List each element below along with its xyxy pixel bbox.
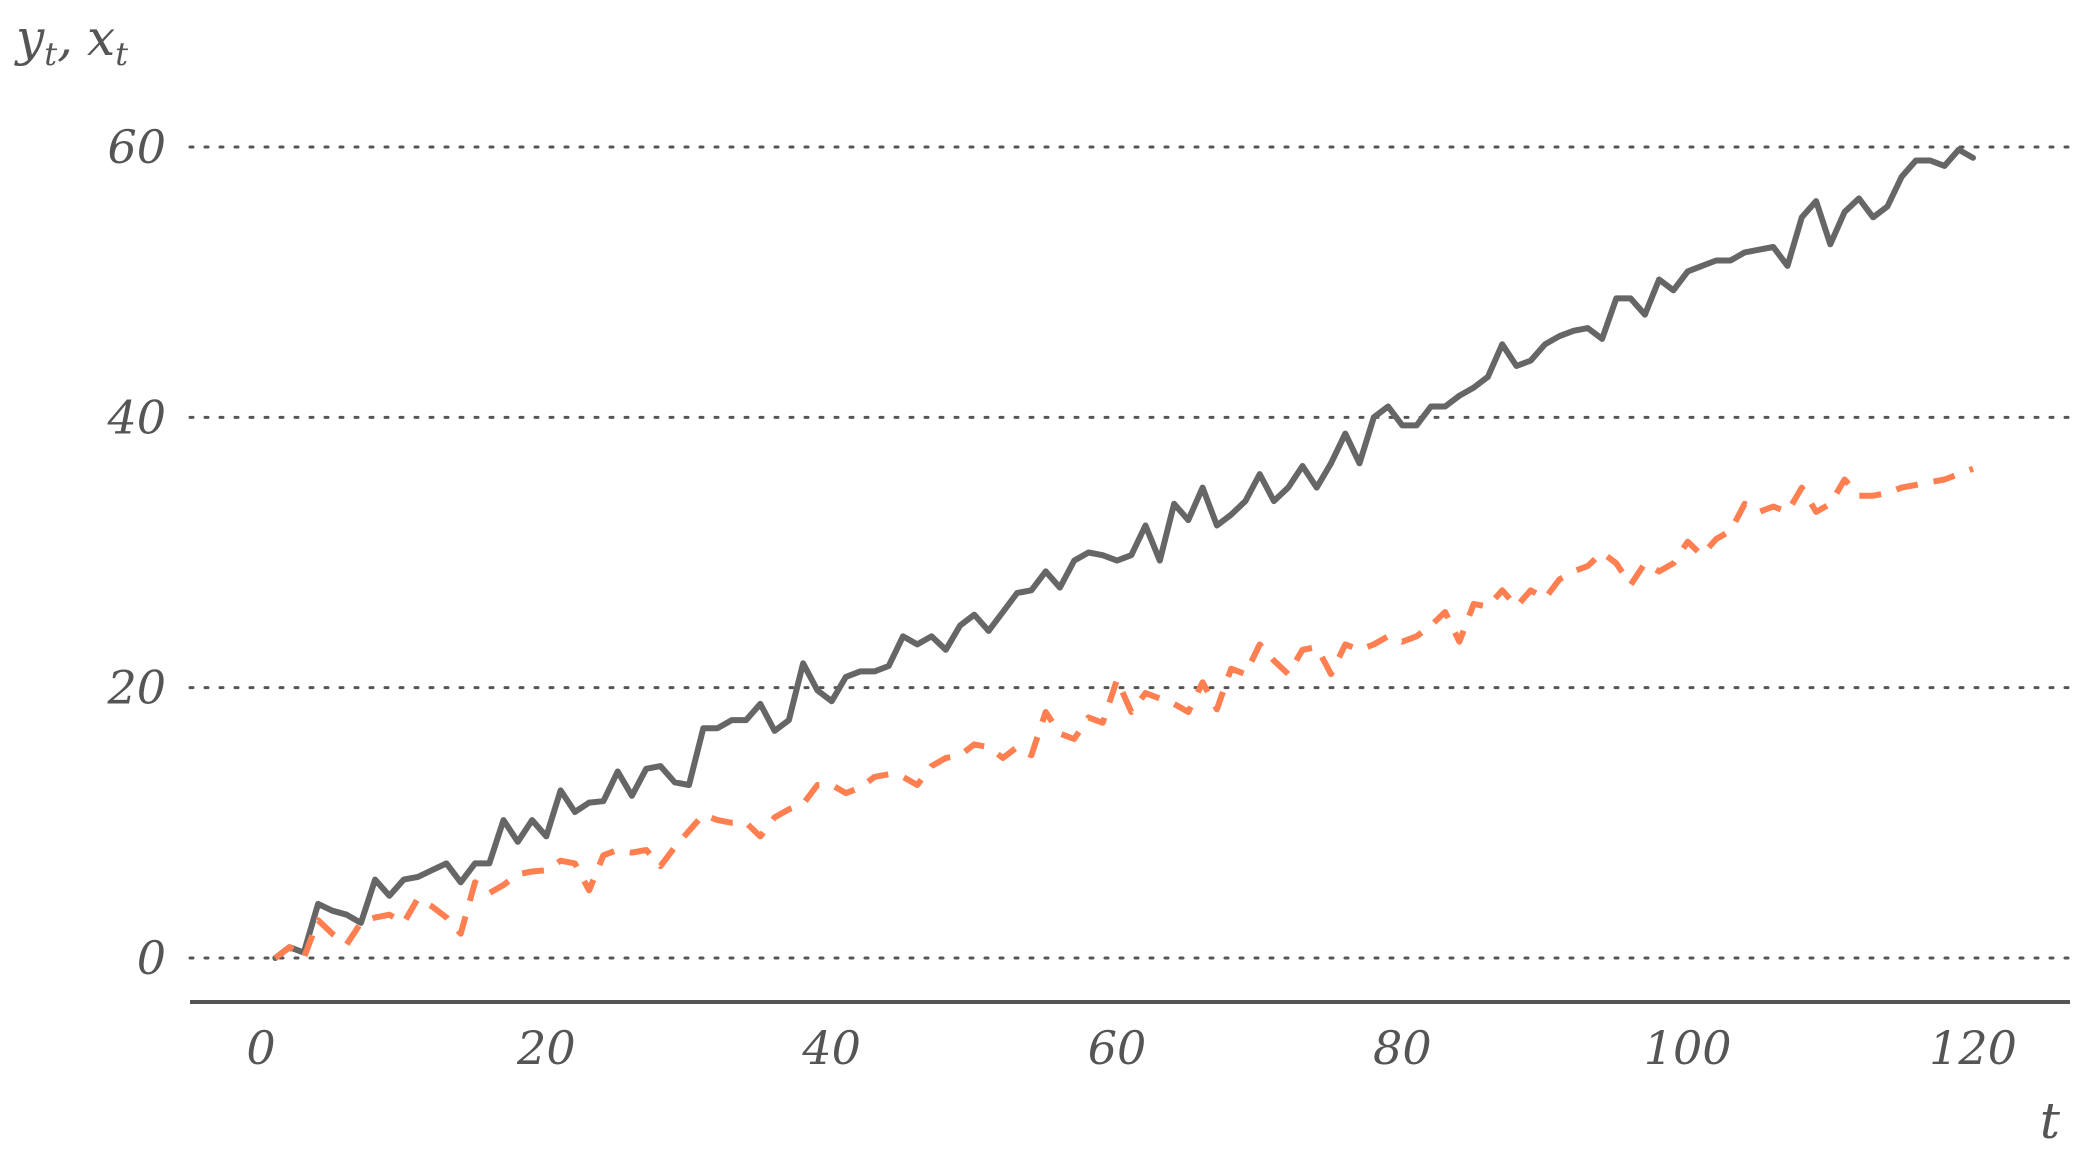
x-tick-label: 60 [1088, 1021, 1147, 1075]
x-tick-label: 20 [516, 1021, 576, 1075]
x-tick-labels: 0 20 40 60 80 100 120 [246, 1021, 2017, 1075]
x-tick-label: 40 [801, 1021, 861, 1075]
y-tick-label: 20 [106, 661, 166, 715]
y-axis-label: yt, xt [14, 9, 128, 73]
x-tick-label: 120 [1929, 1021, 2017, 1075]
series-line-solid [272, 146, 1976, 961]
y-tick-label: 0 [137, 931, 166, 985]
series-layer [272, 146, 1976, 961]
x-tick-label: 100 [1644, 1021, 1732, 1075]
series-line-dashed [273, 465, 1975, 961]
y-tick-labels: 0 20 40 60 [106, 120, 166, 985]
x-tick-label: 80 [1373, 1021, 1432, 1075]
x-axis-label: t [2040, 1092, 2061, 1150]
x-tick-label: 0 [246, 1021, 275, 1075]
y-tick-label: 40 [106, 390, 166, 444]
y-tick-label: 60 [107, 120, 166, 174]
